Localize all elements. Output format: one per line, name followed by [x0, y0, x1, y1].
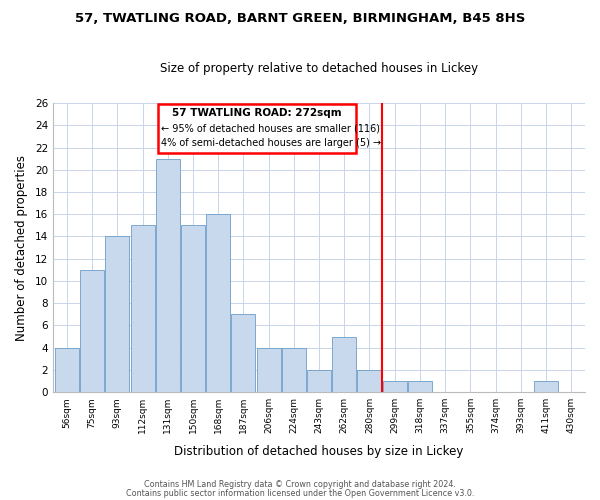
Text: 4% of semi-detached houses are larger (5) →: 4% of semi-detached houses are larger (5…: [161, 138, 382, 148]
Bar: [383, 381, 407, 392]
Bar: [257, 348, 281, 392]
Bar: [358, 370, 382, 392]
Bar: [181, 226, 205, 392]
Bar: [206, 214, 230, 392]
Bar: [282, 348, 306, 392]
Text: Contains public sector information licensed under the Open Government Licence v3: Contains public sector information licen…: [126, 488, 474, 498]
Bar: [232, 314, 256, 392]
Y-axis label: Number of detached properties: Number of detached properties: [15, 154, 28, 340]
Title: Size of property relative to detached houses in Lickey: Size of property relative to detached ho…: [160, 62, 478, 76]
Bar: [158, 104, 356, 153]
Text: 57, TWATLING ROAD, BARNT GREEN, BIRMINGHAM, B45 8HS: 57, TWATLING ROAD, BARNT GREEN, BIRMINGH…: [75, 12, 525, 26]
Bar: [534, 381, 558, 392]
Bar: [106, 236, 130, 392]
Bar: [332, 336, 356, 392]
Text: Contains HM Land Registry data © Crown copyright and database right 2024.: Contains HM Land Registry data © Crown c…: [144, 480, 456, 489]
Bar: [55, 348, 79, 392]
Bar: [131, 226, 155, 392]
Bar: [80, 270, 104, 392]
Bar: [408, 381, 432, 392]
Bar: [307, 370, 331, 392]
Bar: [156, 158, 180, 392]
X-axis label: Distribution of detached houses by size in Lickey: Distribution of detached houses by size …: [175, 444, 464, 458]
Text: ← 95% of detached houses are smaller (116): ← 95% of detached houses are smaller (11…: [161, 124, 380, 134]
Text: 57 TWATLING ROAD: 272sqm: 57 TWATLING ROAD: 272sqm: [172, 108, 341, 118]
